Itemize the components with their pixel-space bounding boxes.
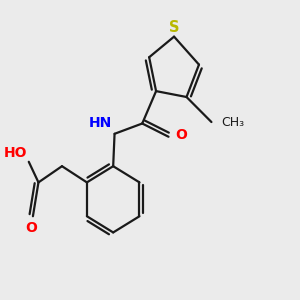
Text: HN: HN: [88, 116, 112, 130]
Text: CH₃: CH₃: [221, 116, 244, 128]
Text: O: O: [176, 128, 187, 142]
Text: HO: HO: [4, 146, 27, 160]
Text: O: O: [26, 221, 38, 235]
Text: S: S: [169, 20, 179, 35]
